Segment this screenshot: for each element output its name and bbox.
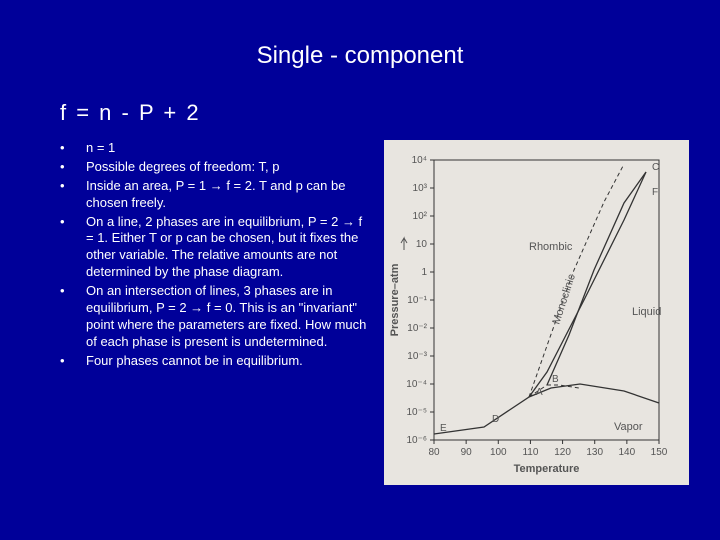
bullet-item: On a line, 2 phases are in equilibrium, …	[60, 214, 370, 282]
bullet-list: n = 1 Possible degrees of freedom: T, p In…	[60, 140, 370, 485]
bullet-item: Inside an area, P = 1 → f = 2. T and p c…	[60, 178, 370, 212]
svg-text:D: D	[492, 414, 499, 425]
bullet-item: Four phases cannot be in equilibrium.	[60, 353, 370, 370]
svg-text:10⁻³: 10⁻³	[407, 351, 427, 362]
svg-text:B: B	[552, 374, 559, 385]
svg-text:10³: 10³	[413, 183, 428, 194]
svg-text:C: C	[652, 162, 659, 173]
content-row: n = 1 Possible degrees of freedom: T, p In…	[0, 140, 720, 485]
svg-text:90: 90	[461, 447, 473, 458]
svg-text:10⁻¹: 10⁻¹	[407, 295, 427, 306]
bullet-item: n = 1	[60, 140, 370, 157]
svg-text:110: 110	[522, 447, 538, 458]
bullet-item: On an intersection of lines, 3 phases ar…	[60, 283, 370, 351]
slide-title: Single - component	[0, 0, 720, 100]
bullet-item: Possible degrees of freedom: T, p	[60, 159, 370, 176]
svg-text:140: 140	[619, 447, 636, 458]
svg-text:10⁻⁵: 10⁻⁵	[406, 407, 427, 418]
svg-text:10⁴: 10⁴	[412, 155, 427, 166]
svg-text:1: 1	[421, 267, 427, 278]
equation: f = n - P + 2	[0, 100, 720, 140]
svg-text:Rhombic: Rhombic	[529, 241, 573, 253]
svg-text:120: 120	[554, 447, 571, 458]
svg-text:10⁻⁶: 10⁻⁶	[406, 435, 427, 446]
svg-text:10: 10	[416, 239, 428, 250]
svg-text:Monoclinic: Monoclinic	[550, 272, 578, 326]
svg-text:Liquid: Liquid	[632, 306, 661, 318]
svg-text:E: E	[440, 423, 447, 434]
svg-text:Pressure–atm: Pressure–atm	[389, 263, 401, 336]
svg-text:Vapor: Vapor	[614, 421, 643, 433]
svg-text:130: 130	[586, 447, 603, 458]
svg-text:10⁻²: 10⁻²	[407, 323, 427, 334]
svg-text:F: F	[652, 187, 658, 198]
svg-text:10⁻⁴: 10⁻⁴	[406, 379, 427, 390]
svg-text:150: 150	[651, 447, 668, 458]
phase-diagram: 10⁻⁶10⁻⁵10⁻⁴10⁻³10⁻²10⁻¹11010²10³10⁴8090…	[384, 140, 689, 485]
svg-text:A: A	[536, 387, 543, 398]
svg-text:80: 80	[428, 447, 440, 458]
svg-text:Temperature: Temperature	[514, 463, 580, 475]
svg-text:10²: 10²	[413, 211, 428, 222]
svg-text:100: 100	[490, 447, 507, 458]
